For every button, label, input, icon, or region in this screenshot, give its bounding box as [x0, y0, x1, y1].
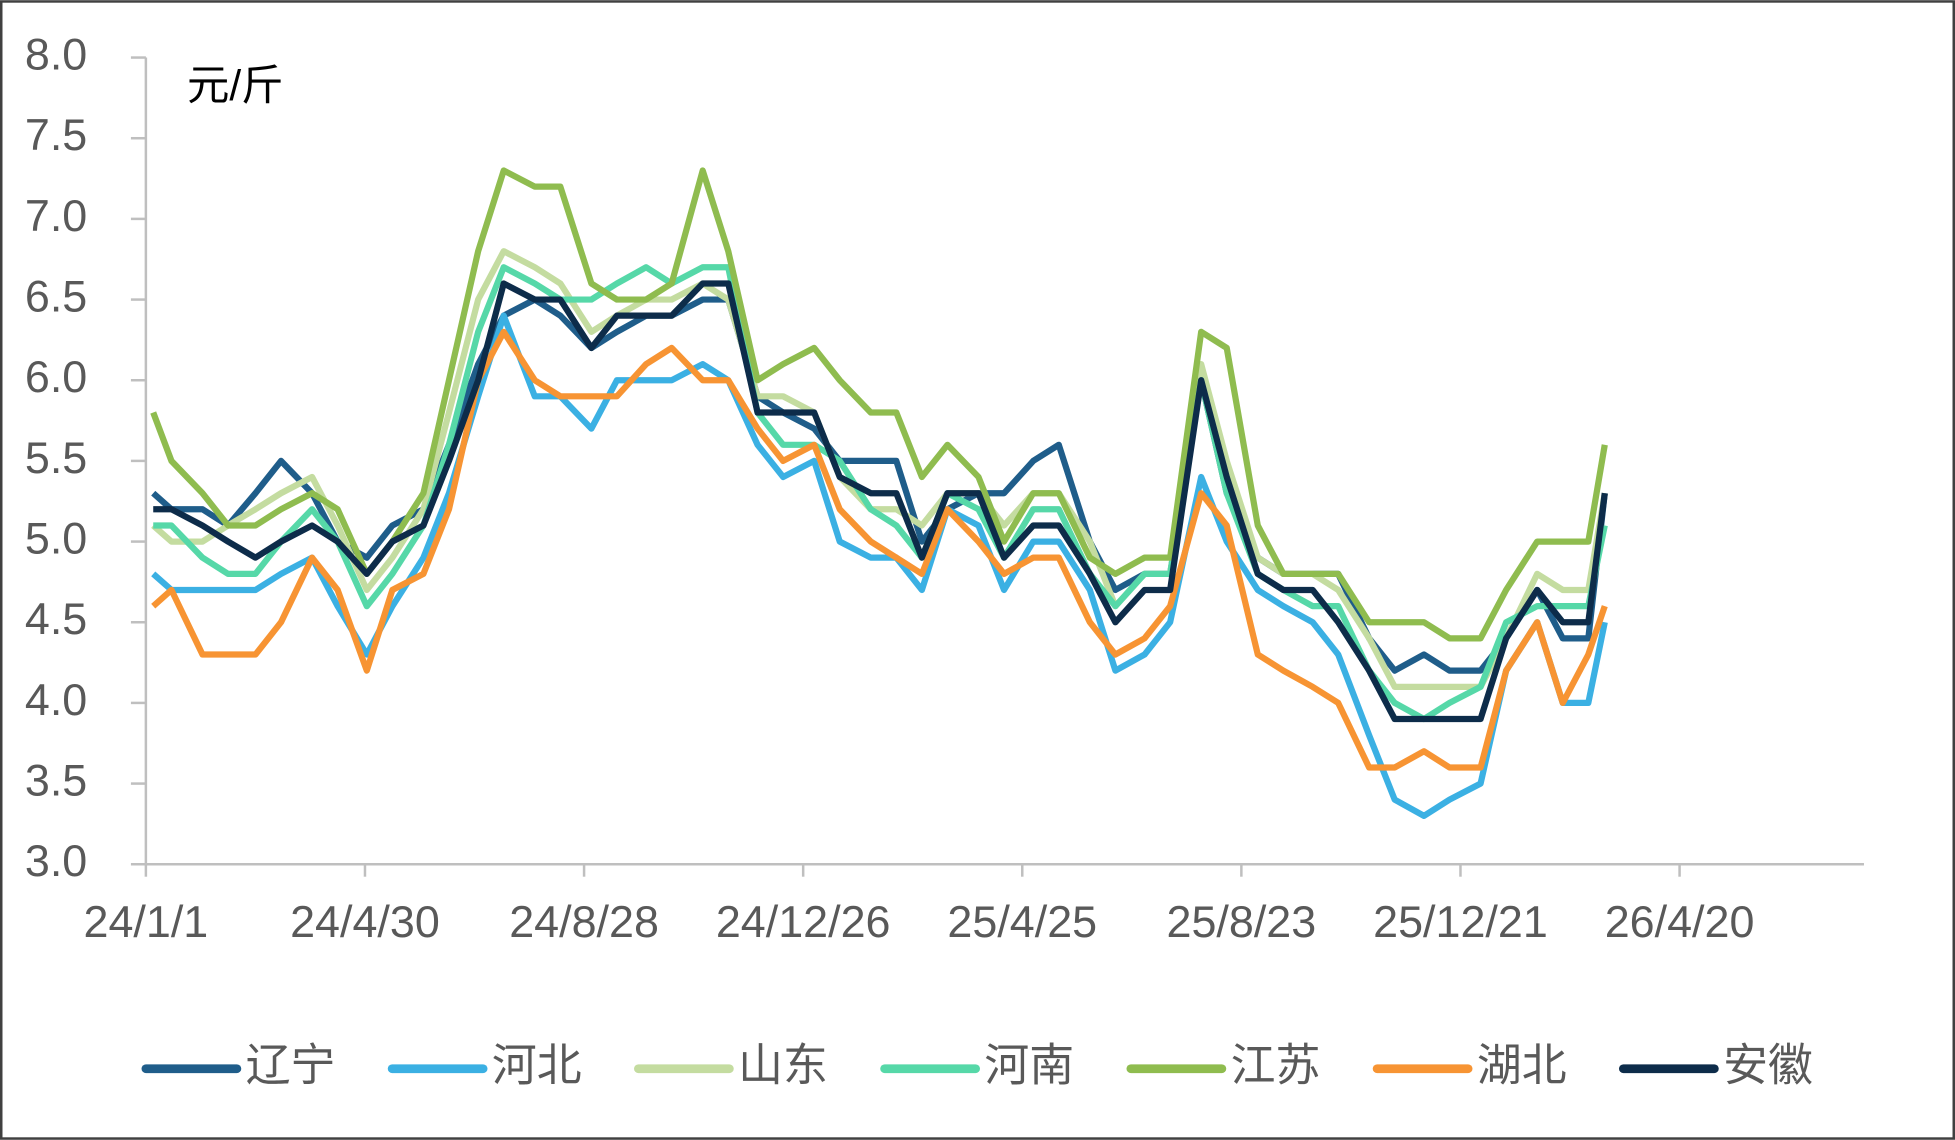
y-tick-label: 3.0 — [25, 835, 87, 886]
y-tick-label: 8.0 — [25, 28, 87, 79]
legend-label: 安徽 — [1723, 1040, 1813, 1091]
legend-label: 山东 — [738, 1040, 828, 1091]
series-line — [153, 280, 1608, 723]
legend-label: 河北 — [492, 1040, 582, 1091]
x-tick-label: 24/12/26 — [716, 896, 891, 947]
y-unit: 元/斤 — [187, 62, 284, 109]
y-tick-label: 6.0 — [25, 351, 87, 402]
y-tick-label: 3.5 — [25, 754, 87, 805]
legend-label: 江苏 — [1231, 1040, 1321, 1091]
y-tick-label: 4.0 — [25, 674, 87, 725]
legend-label: 湖北 — [1477, 1040, 1567, 1091]
series-line — [151, 328, 1608, 771]
x-tick-label: 24/8/28 — [509, 896, 659, 947]
y-tick-label: 6.5 — [25, 270, 87, 321]
series-line — [151, 312, 1608, 819]
x-tick-label: 24/1/1 — [83, 896, 208, 947]
x-tick-label: 26/4/20 — [1605, 896, 1755, 947]
legend-label: 辽宁 — [246, 1040, 336, 1091]
y-tick-label: 7.5 — [25, 109, 87, 160]
x-tick-label: 25/8/23 — [1167, 896, 1317, 947]
x-tick-label: 25/12/21 — [1373, 896, 1548, 947]
y-tick-label: 5.5 — [25, 432, 87, 483]
series-line — [151, 248, 1608, 690]
x-tick-label: 25/4/25 — [947, 896, 1097, 947]
y-tick-label: 5.0 — [25, 512, 87, 563]
x-tick-label: 24/4/30 — [290, 896, 440, 947]
legend-label: 河南 — [984, 1040, 1074, 1091]
y-tick-label: 7.0 — [25, 190, 87, 241]
y-tick-label: 4.5 — [25, 593, 87, 644]
